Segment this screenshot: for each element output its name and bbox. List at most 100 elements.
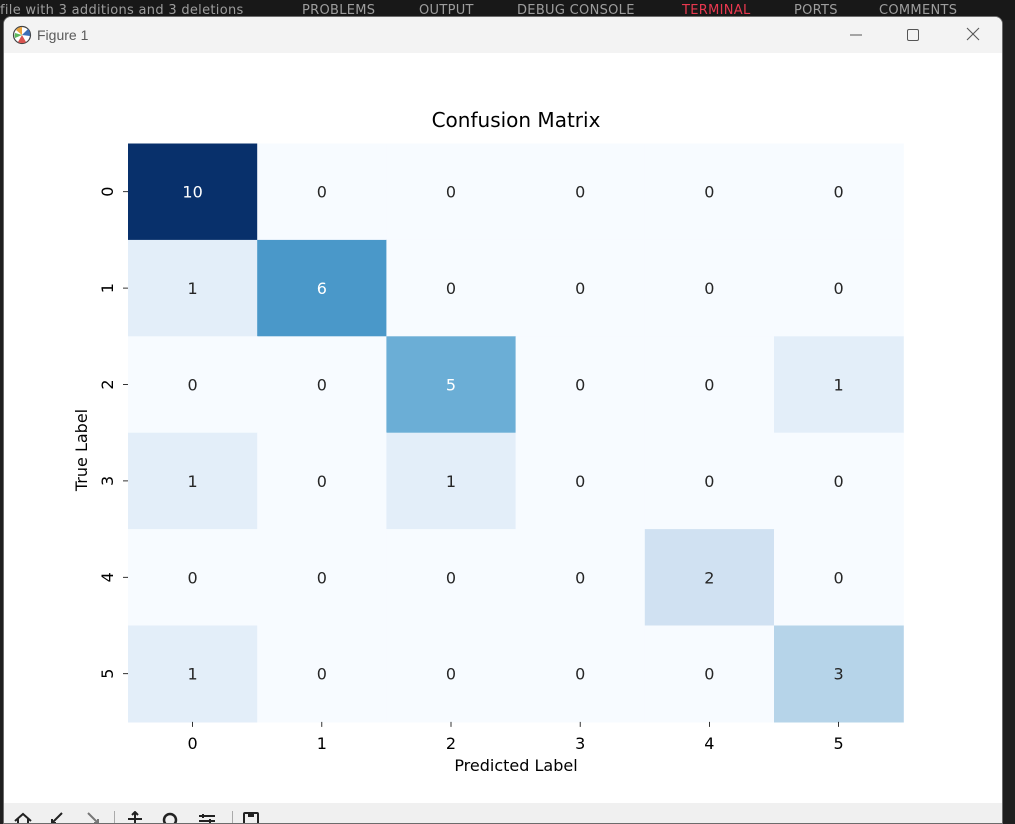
y-tick-label: 1 [98, 283, 117, 293]
cell-value-label: 0 [317, 568, 327, 587]
cell-value-label: 0 [446, 183, 456, 202]
cell-value-label: 0 [575, 183, 585, 202]
heatmap-cell [128, 432, 258, 530]
heatmap-cell [644, 239, 775, 337]
matplotlib-icon [12, 25, 32, 45]
background-tab-output[interactable]: OUTPUT [419, 3, 474, 18]
heatmap-cell [386, 143, 517, 241]
cell-value-label: 0 [834, 568, 844, 587]
background-tab-terminal[interactable]: TERMINAL [682, 3, 751, 18]
background-editor-left [0, 20, 3, 824]
cell-value-label: 0 [446, 568, 456, 587]
heatmap-cell [774, 239, 904, 337]
minimize-button[interactable] [833, 17, 879, 53]
back-icon[interactable] [46, 811, 72, 823]
background-panel-tabs: file with 3 additions and 3 deletions PR… [0, 0, 1015, 20]
heatmap-cell [257, 143, 387, 241]
heatmap-cell [386, 625, 517, 723]
close-button[interactable] [950, 17, 996, 53]
heatmap-cell [128, 529, 258, 627]
save-icon[interactable] [240, 811, 266, 823]
confusion-matrix-plot: Confusion Matrix 10 0 0 0 0 01 6 0 0 0 00 0 5 0 0 11 0 1 0… [72, 108, 904, 775]
maximize-button[interactable] [890, 17, 936, 53]
y-tick-label: 5 [98, 669, 117, 679]
cell-value-label: 0 [575, 568, 585, 587]
heatmap-cell [386, 432, 517, 530]
heatmap-cell [515, 529, 646, 627]
heatmap-cell [515, 432, 646, 530]
chart-title: Confusion Matrix [432, 108, 601, 132]
x-tick-label: 4 [704, 734, 714, 753]
close-icon [966, 26, 980, 45]
cell-value-label: 0 [575, 376, 585, 395]
y-tick-label: 2 [98, 379, 117, 389]
maximize-icon [907, 26, 919, 45]
heatmap-cell [128, 143, 258, 241]
cell-value-label: 0 [446, 665, 456, 684]
heatmap-cell [386, 336, 517, 434]
cell-value-label: 0 [575, 665, 585, 684]
background-tab-debug-console[interactable]: DEBUG CONSOLE [517, 3, 635, 18]
heatmap-cell [515, 239, 646, 337]
y-tick-label: 3 [98, 476, 117, 486]
heatmap-cell [257, 625, 387, 723]
toolbar-separator [232, 811, 233, 823]
cell-value-label: 10 [182, 183, 202, 202]
heatmap-cell [644, 432, 775, 530]
heatmap-cell [774, 432, 904, 530]
heatmap-cell [386, 239, 517, 337]
home-icon[interactable] [12, 811, 38, 823]
cell-value-label: 0 [575, 472, 585, 491]
cell-value-label: 5 [446, 376, 456, 395]
x-axis-ticks: 0 1 2 3 4 5 [188, 721, 844, 753]
background-left-text: file with 3 additions and 3 deletions [0, 3, 244, 18]
cell-value-label: 0 [834, 183, 844, 202]
cell-value-label: 0 [317, 665, 327, 684]
heatmap-cell [257, 239, 387, 337]
cell-value-label: 0 [317, 183, 327, 202]
cell-value-label: 0 [446, 279, 456, 298]
heatmap-cell [128, 239, 258, 337]
heatmap-cells [128, 143, 904, 723]
heatmap-cell [128, 336, 258, 434]
cell-value-label: 0 [834, 472, 844, 491]
x-tick-label: 3 [575, 734, 585, 753]
cell-value-label: 0 [704, 279, 714, 298]
pan-icon[interactable] [124, 810, 150, 823]
background-tab-ports[interactable]: PORTS [794, 3, 838, 18]
cell-value-label: 6 [317, 279, 327, 298]
cell-value-label: 0 [834, 279, 844, 298]
x-tick-label: 5 [834, 734, 844, 753]
cell-value-label: 1 [834, 376, 844, 395]
x-axis-label: Predicted Label [454, 756, 577, 775]
cell-value-label: 0 [317, 472, 327, 491]
y-axis-label: True Label [72, 409, 91, 492]
zoom-icon[interactable] [160, 811, 186, 823]
cell-value-label: 0 [704, 183, 714, 202]
x-tick-label: 0 [188, 734, 198, 753]
background-tab-problems[interactable]: PROBLEMS [302, 3, 376, 18]
cell-value-label: 0 [704, 472, 714, 491]
background-tab-comments[interactable]: COMMENTS [879, 3, 958, 18]
heatmap-cell [644, 529, 775, 627]
minimize-icon [850, 26, 862, 45]
heatmap-cell [774, 143, 904, 241]
cell-value-label: 0 [704, 665, 714, 684]
figure-window: Figure 1 Confusion Matrix 10 0 0 0 0 0 1 6 0 0 0 0 0… [3, 16, 1003, 824]
heatmap-cell [257, 529, 387, 627]
forward-icon[interactable] [82, 811, 108, 823]
background-terminal-edge [1003, 20, 1015, 824]
heatmap-cell [515, 336, 646, 434]
heatmap-cell [774, 336, 904, 434]
heatmap-cell [257, 432, 387, 530]
cell-value-label: 1 [446, 472, 456, 491]
configure-subplots-icon[interactable] [196, 811, 222, 823]
title-bar[interactable]: Figure 1 [4, 17, 1002, 53]
x-tick-label: 1 [317, 734, 327, 753]
heatmap-cell [128, 625, 258, 723]
cell-value-label: 0 [188, 568, 198, 587]
cell-annotations: 10 0 0 0 0 01 6 0 0 0 00 0 5 0 0 11 0 1 0 0 00 0 0 0 2 01 0 0 0 0 3 [182, 183, 843, 684]
heatmap-cell [644, 336, 775, 434]
cell-value-label: 3 [834, 665, 844, 684]
y-axis-ticks: 0 1 2 3 4 5 [98, 187, 128, 679]
